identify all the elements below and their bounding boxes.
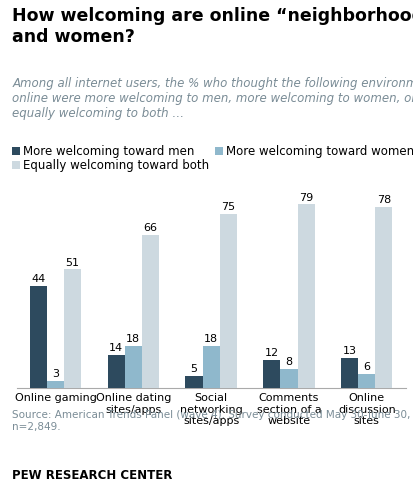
- Text: 18: 18: [126, 334, 140, 344]
- Bar: [185, 376, 202, 388]
- Text: More welcoming toward men: More welcoming toward men: [23, 145, 194, 158]
- Text: 12: 12: [264, 348, 278, 358]
- Bar: [30, 286, 47, 388]
- Bar: [375, 207, 392, 388]
- Bar: [340, 357, 357, 388]
- Text: 13: 13: [342, 345, 356, 356]
- Bar: [202, 346, 219, 388]
- Text: 18: 18: [204, 334, 218, 344]
- Text: Equally welcoming toward both: Equally welcoming toward both: [23, 159, 209, 172]
- Text: 78: 78: [376, 195, 390, 205]
- Text: Among all internet users, the % who thought the following environments
online we: Among all internet users, the % who thou…: [12, 77, 413, 120]
- Text: 14: 14: [109, 343, 123, 353]
- Text: Source: American Trends Panel (wave 4). Survey conducted May 30-June 30, 2014.
n: Source: American Trends Panel (wave 4). …: [12, 410, 413, 431]
- Text: 3: 3: [52, 369, 59, 379]
- Text: 6: 6: [363, 362, 369, 372]
- Text: 51: 51: [65, 257, 79, 267]
- Bar: [357, 374, 375, 388]
- Text: 5: 5: [190, 364, 197, 374]
- Text: 66: 66: [143, 223, 157, 233]
- Bar: [124, 346, 142, 388]
- Text: 44: 44: [31, 274, 45, 284]
- Text: 79: 79: [298, 192, 313, 203]
- Bar: [280, 369, 297, 388]
- Text: More welcoming toward women: More welcoming toward women: [225, 145, 413, 158]
- Bar: [142, 235, 159, 388]
- Text: PEW RESEARCH CENTER: PEW RESEARCH CENTER: [12, 469, 172, 482]
- Text: How welcoming are online “neighborhoods”  to men
and women?: How welcoming are online “neighborhoods”…: [12, 7, 413, 46]
- Text: 75: 75: [221, 202, 235, 212]
- Bar: [219, 214, 236, 388]
- Bar: [107, 355, 124, 388]
- Bar: [47, 381, 64, 388]
- Bar: [263, 360, 280, 388]
- Text: 8: 8: [285, 357, 292, 367]
- Bar: [64, 269, 81, 388]
- Bar: [297, 204, 314, 388]
